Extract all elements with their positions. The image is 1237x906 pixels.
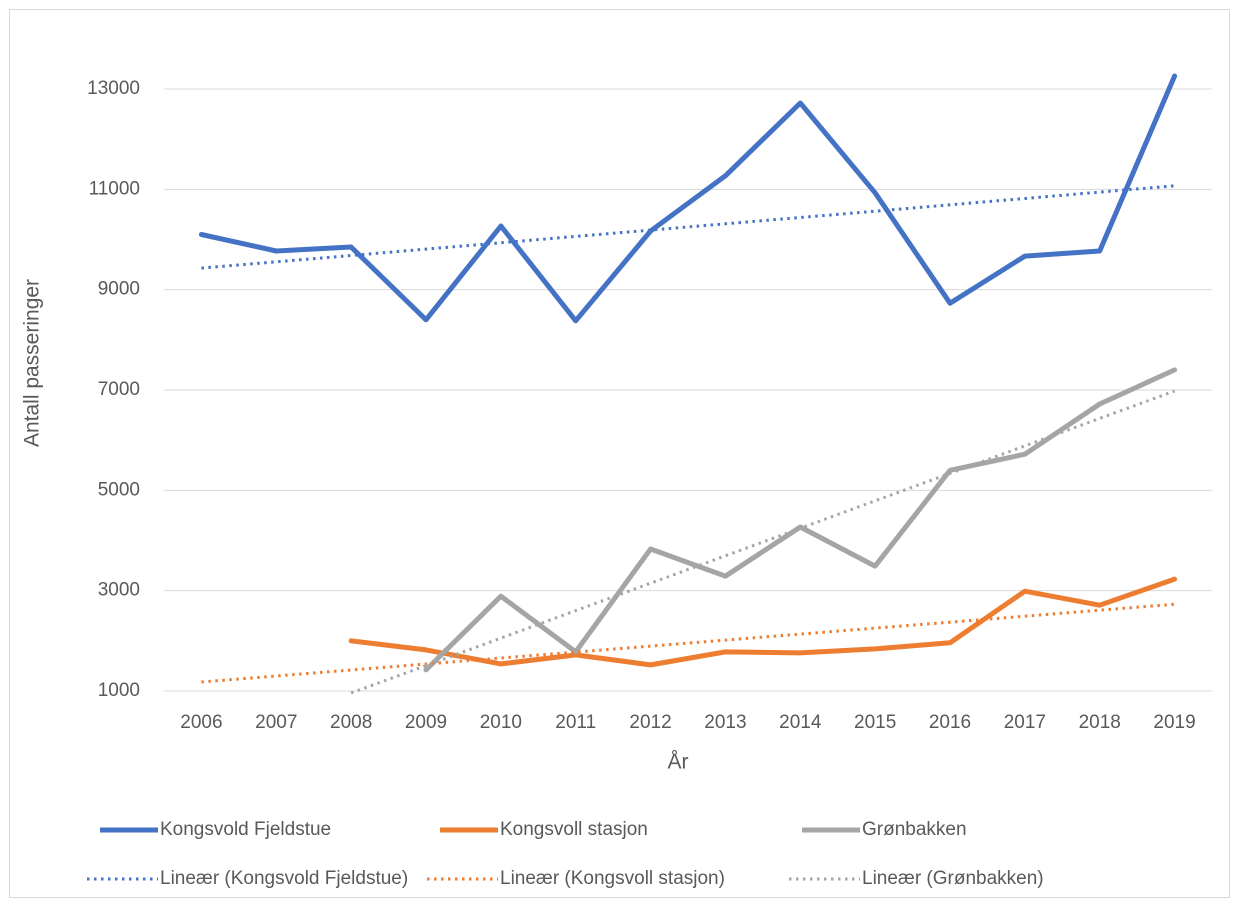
x-tick-label: 2006	[180, 712, 222, 733]
legend-label: Lineær (Grønbakken)	[862, 868, 1044, 889]
series-line	[198, 73, 1178, 324]
y-tick-label: 3000	[98, 580, 140, 601]
x-tick-label: 2008	[330, 712, 372, 733]
x-tick-label: 2007	[255, 712, 297, 733]
x-tick-label: 2012	[629, 712, 671, 733]
x-tick-label: 2018	[1079, 712, 1121, 733]
y-tick-label: 9000	[98, 279, 140, 300]
x-tick-label: 2019	[1153, 712, 1195, 733]
x-tick-label: 2010	[480, 712, 522, 733]
legend-label: Grønbakken	[862, 819, 967, 840]
y-tick-label: 7000	[98, 379, 140, 400]
y-tick-label: 11000	[89, 178, 140, 199]
x-tick-label: 2013	[704, 712, 746, 733]
x-tick-label: 2011	[555, 712, 596, 733]
y-tick-label: 1000	[98, 680, 140, 701]
x-tick-label: 2015	[854, 712, 896, 733]
x-tick-label: 2016	[929, 712, 971, 733]
trend-line	[201, 602, 1175, 684]
x-axis-title: År	[668, 751, 689, 774]
legend-label: Kongsvold Fjeldstue	[160, 819, 331, 840]
legend-label: Lineær (Kongsvold Fjeldstue)	[160, 868, 408, 889]
x-tick-label: 2009	[405, 712, 447, 733]
legend-label: Kongsvoll stasjon	[500, 819, 648, 840]
chart-border	[9, 9, 1230, 898]
x-tick-label: 2014	[779, 712, 822, 733]
series-line	[348, 576, 1178, 668]
legend-label: Lineær (Kongsvoll stasjon)	[500, 868, 725, 889]
x-tick-label: 2017	[1004, 712, 1046, 733]
y-axis-title: Antall passeringer	[21, 279, 44, 447]
y-tick-label: 13000	[87, 78, 140, 99]
y-tick-label: 5000	[98, 479, 140, 500]
trend-line	[201, 184, 1175, 270]
